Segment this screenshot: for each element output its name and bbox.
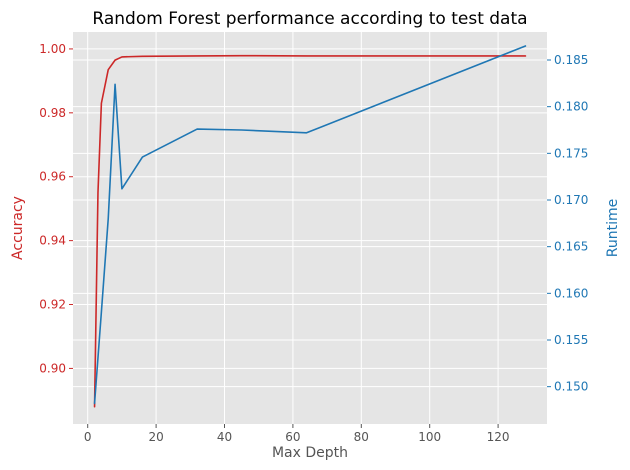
chart-title: Random Forest performance according to t… <box>92 9 527 29</box>
x-tick-label: 100 <box>418 430 441 444</box>
series-group <box>93 45 527 408</box>
grid <box>73 32 547 424</box>
left-tick-label: 0.92 <box>39 298 66 312</box>
left-tick-label: 0.90 <box>39 361 66 375</box>
right-tick-label: 0.175 <box>554 146 588 160</box>
left-tick-label: 0.94 <box>39 234 66 248</box>
x-tick-label: 20 <box>148 430 163 444</box>
right-tick-label: 0.160 <box>554 286 588 300</box>
right-tick-label: 0.180 <box>554 100 588 114</box>
x-axis-label: Max Depth <box>272 445 348 461</box>
left-axis-ticks: 0.90 0.92 0.94 0.96 0.98 1.00 <box>39 42 73 375</box>
plot-background <box>73 32 547 424</box>
left-tick-label: 0.96 <box>39 170 66 184</box>
x-tick-label: 120 <box>487 430 510 444</box>
accuracy-series-line <box>93 54 527 408</box>
left-tick-label: 1.00 <box>39 42 66 56</box>
x-tick-label: 0 <box>84 430 92 444</box>
x-tick-label: 60 <box>285 430 300 444</box>
x-tick-label: 80 <box>354 430 369 444</box>
x-axis-ticks: 0 20 40 60 80 100 120 <box>84 424 510 444</box>
left-axis-label: Accuracy <box>10 196 26 260</box>
right-tick-label: 0.165 <box>554 240 588 254</box>
right-tick-label: 0.150 <box>554 380 588 394</box>
right-axis-ticks: 0.150 0.155 0.160 0.165 0.170 0.175 0.180 0.185 <box>547 53 588 394</box>
left-tick-label: 0.98 <box>39 106 66 120</box>
runtime-series-line <box>93 45 527 405</box>
right-tick-label: 0.155 <box>554 333 588 347</box>
right-tick-label: 0.185 <box>554 53 588 67</box>
right-axis-label: Runtime <box>605 199 621 257</box>
x-tick-label: 40 <box>217 430 232 444</box>
right-tick-label: 0.170 <box>554 193 588 207</box>
